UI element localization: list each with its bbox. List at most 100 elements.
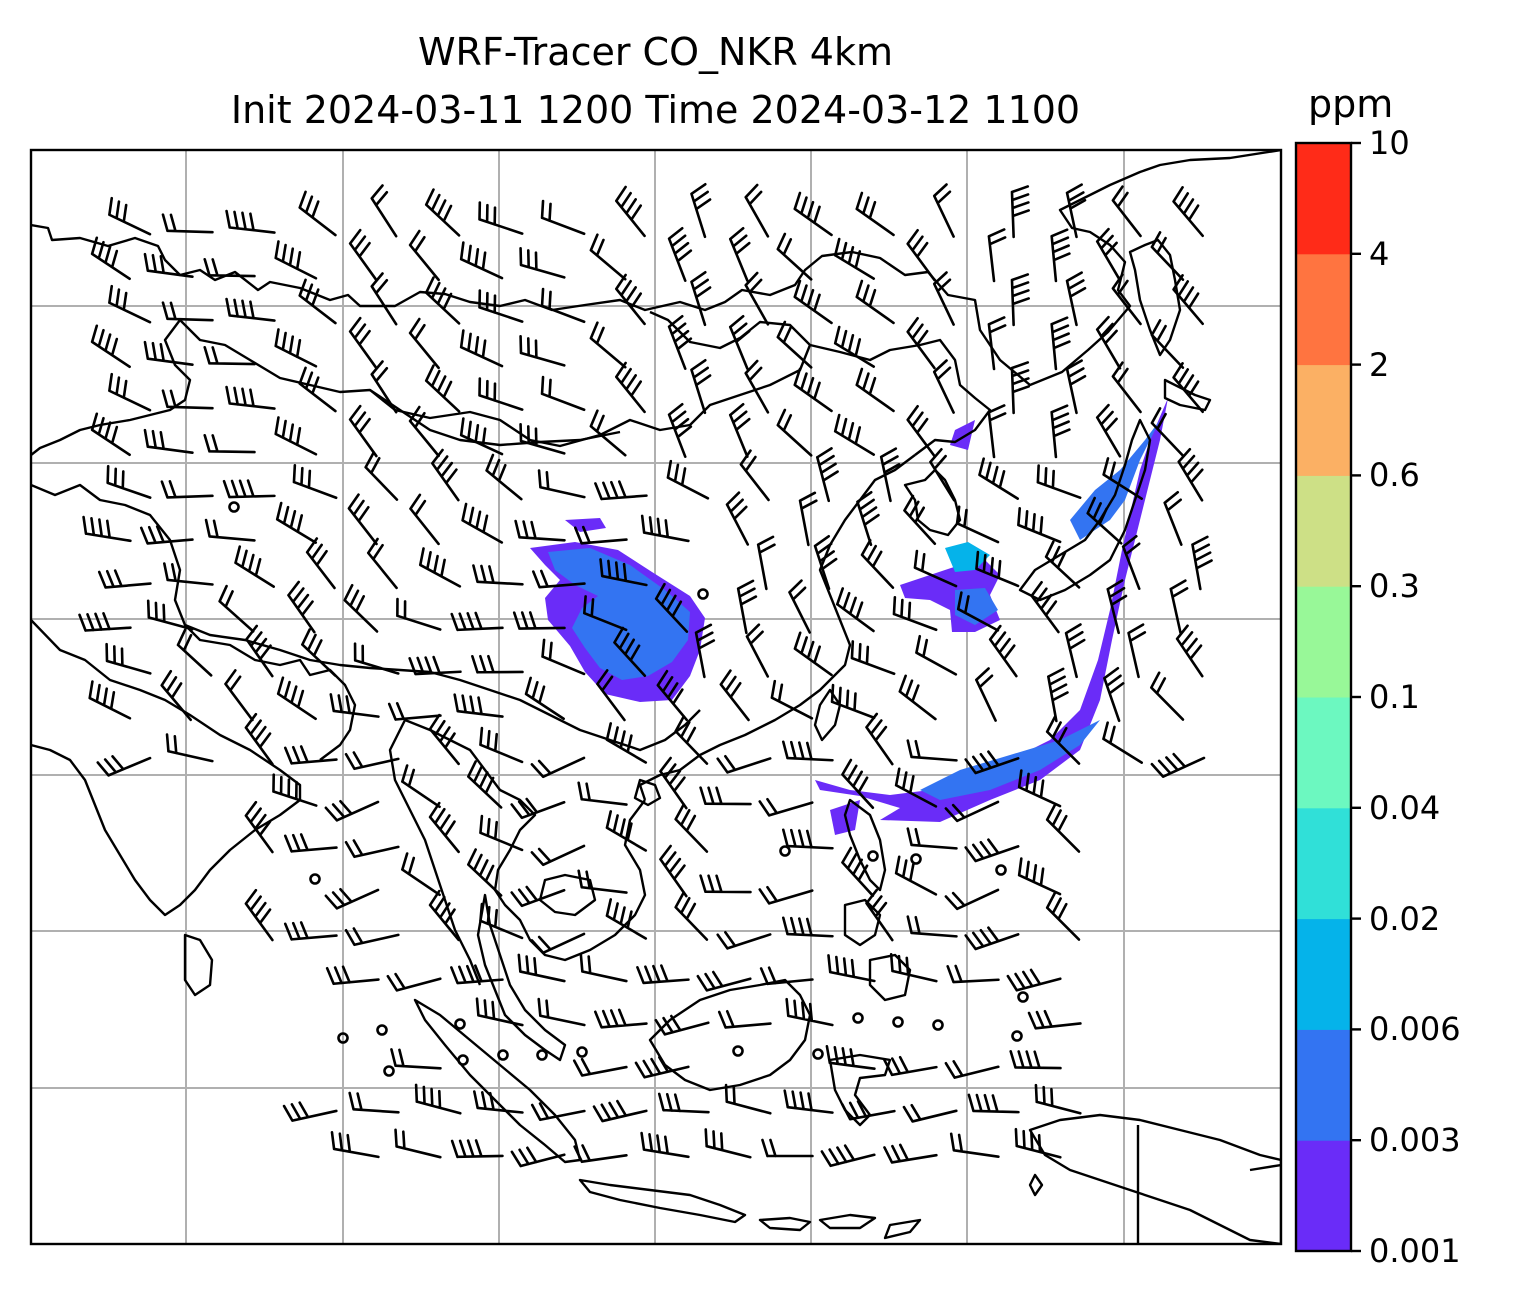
- wind-barb: [428, 713, 460, 766]
- wind-barb: [139, 525, 194, 545]
- wind-barb: [964, 838, 1020, 863]
- wind-barb: [902, 1103, 958, 1123]
- wind-barb: [988, 624, 1018, 678]
- wind-barb: [176, 628, 213, 677]
- wind-barb: [694, 623, 716, 679]
- calm-wind-marker: [309, 873, 321, 885]
- wind-barb: [1047, 667, 1069, 723]
- calm-wind-marker: [867, 850, 879, 862]
- wind-barb: [97, 569, 152, 589]
- wind-barb: [798, 491, 818, 547]
- colorbar-tick-label: 0.6: [1369, 456, 1420, 495]
- wind-barb: [467, 848, 503, 897]
- wind-barb: [659, 844, 688, 898]
- wind-barb: [719, 669, 750, 722]
- wind-barb: [1172, 362, 1204, 414]
- wind-barb: [90, 412, 131, 457]
- colorbar-tick-label: 0.04: [1369, 788, 1441, 827]
- wind-barb: [524, 676, 565, 721]
- wind-barb: [510, 885, 566, 908]
- wind-barb: [975, 667, 997, 722]
- calm-wind-marker: [454, 1018, 466, 1030]
- wind-barb: [573, 1144, 628, 1164]
- wind-barb: [1095, 403, 1122, 458]
- wind-barb: [90, 324, 131, 369]
- wind-barb: [964, 926, 1020, 951]
- wind-barb: [160, 669, 192, 722]
- colorbar-tick-label: 2: [1369, 345, 1390, 384]
- wind-barb: [203, 257, 256, 278]
- wind-barb: [108, 372, 152, 412]
- wind-barb: [841, 1100, 896, 1121]
- wind-barb: [841, 846, 875, 897]
- wind-barb: [478, 377, 524, 411]
- wind-barb: [459, 329, 504, 368]
- calm-wind-marker: [1017, 991, 1029, 1003]
- wind-barb: [370, 272, 398, 326]
- wind-barb: [906, 404, 936, 458]
- wind-barb: [292, 464, 338, 500]
- wind-barb: [654, 582, 689, 633]
- wind-barb: [761, 1138, 814, 1158]
- wind-barb: [744, 183, 770, 238]
- wind-barb: [577, 869, 628, 894]
- wind-barb: [613, 626, 647, 677]
- wind-barb: [946, 964, 1000, 984]
- wind-barb: [744, 271, 770, 326]
- wind-barb: [1169, 579, 1189, 635]
- calm-wind-marker: [995, 864, 1007, 876]
- wind-barb: [704, 1128, 752, 1159]
- wind-barb: [667, 314, 693, 370]
- wind-barb: [510, 797, 566, 820]
- wind-barb: [865, 888, 894, 942]
- wind-barb: [956, 591, 1000, 632]
- wind-barb: [782, 828, 834, 850]
- wind-barb: [218, 584, 255, 633]
- wind-barb: [724, 1083, 772, 1115]
- wind-barb: [532, 569, 586, 589]
- colorbar-unit-label: ppm: [1308, 82, 1394, 126]
- wind-barb: [387, 701, 442, 721]
- wind-barb: [674, 715, 709, 765]
- wind-barb: [815, 447, 839, 503]
- wind-barb: [348, 228, 378, 282]
- wind-barb: [932, 271, 955, 326]
- wind-barb: [879, 447, 901, 503]
- wind-barb: [949, 1132, 1000, 1159]
- wind-barb: [756, 535, 776, 591]
- wind-barb: [298, 278, 337, 325]
- wind-barb: [915, 634, 958, 676]
- colorbar-tick-label: 10: [1369, 124, 1410, 162]
- wind-barb: [160, 480, 214, 499]
- wind-barb: [282, 1101, 338, 1122]
- wind-barb: [932, 359, 955, 414]
- wind-barb: [245, 624, 274, 678]
- wind-barb: [1065, 359, 1087, 415]
- wind-barb: [283, 921, 338, 941]
- wind-barb: [348, 404, 378, 458]
- wind-barb: [589, 409, 627, 457]
- wind-barb: [1045, 715, 1081, 765]
- wind-barb: [276, 676, 317, 721]
- wind-barb: [408, 405, 440, 458]
- wind-barb: [929, 448, 956, 502]
- wind-barb: [636, 964, 690, 985]
- calm-wind-markers: [228, 501, 1029, 1077]
- wind-barb: [739, 449, 770, 502]
- wind-barb: [1177, 447, 1204, 502]
- wind-barb: [274, 328, 318, 368]
- map-title-line-1: WRF-Tracer CO_NKR 4km: [417, 30, 894, 74]
- tracer-plume-central: [530, 518, 705, 702]
- wind-barb: [106, 464, 152, 499]
- wind-barb: [396, 597, 442, 631]
- wind-barb: [203, 345, 256, 366]
- wind-barb: [450, 964, 504, 985]
- wind-barb: [696, 970, 752, 992]
- wind-barb: [329, 693, 380, 718]
- wind-barb: [776, 320, 813, 369]
- wind-barb: [408, 655, 462, 676]
- wind-barb: [431, 448, 460, 502]
- wind-barb: [348, 1091, 400, 1114]
- wind-barb: [143, 340, 194, 366]
- wind-barb: [225, 209, 276, 234]
